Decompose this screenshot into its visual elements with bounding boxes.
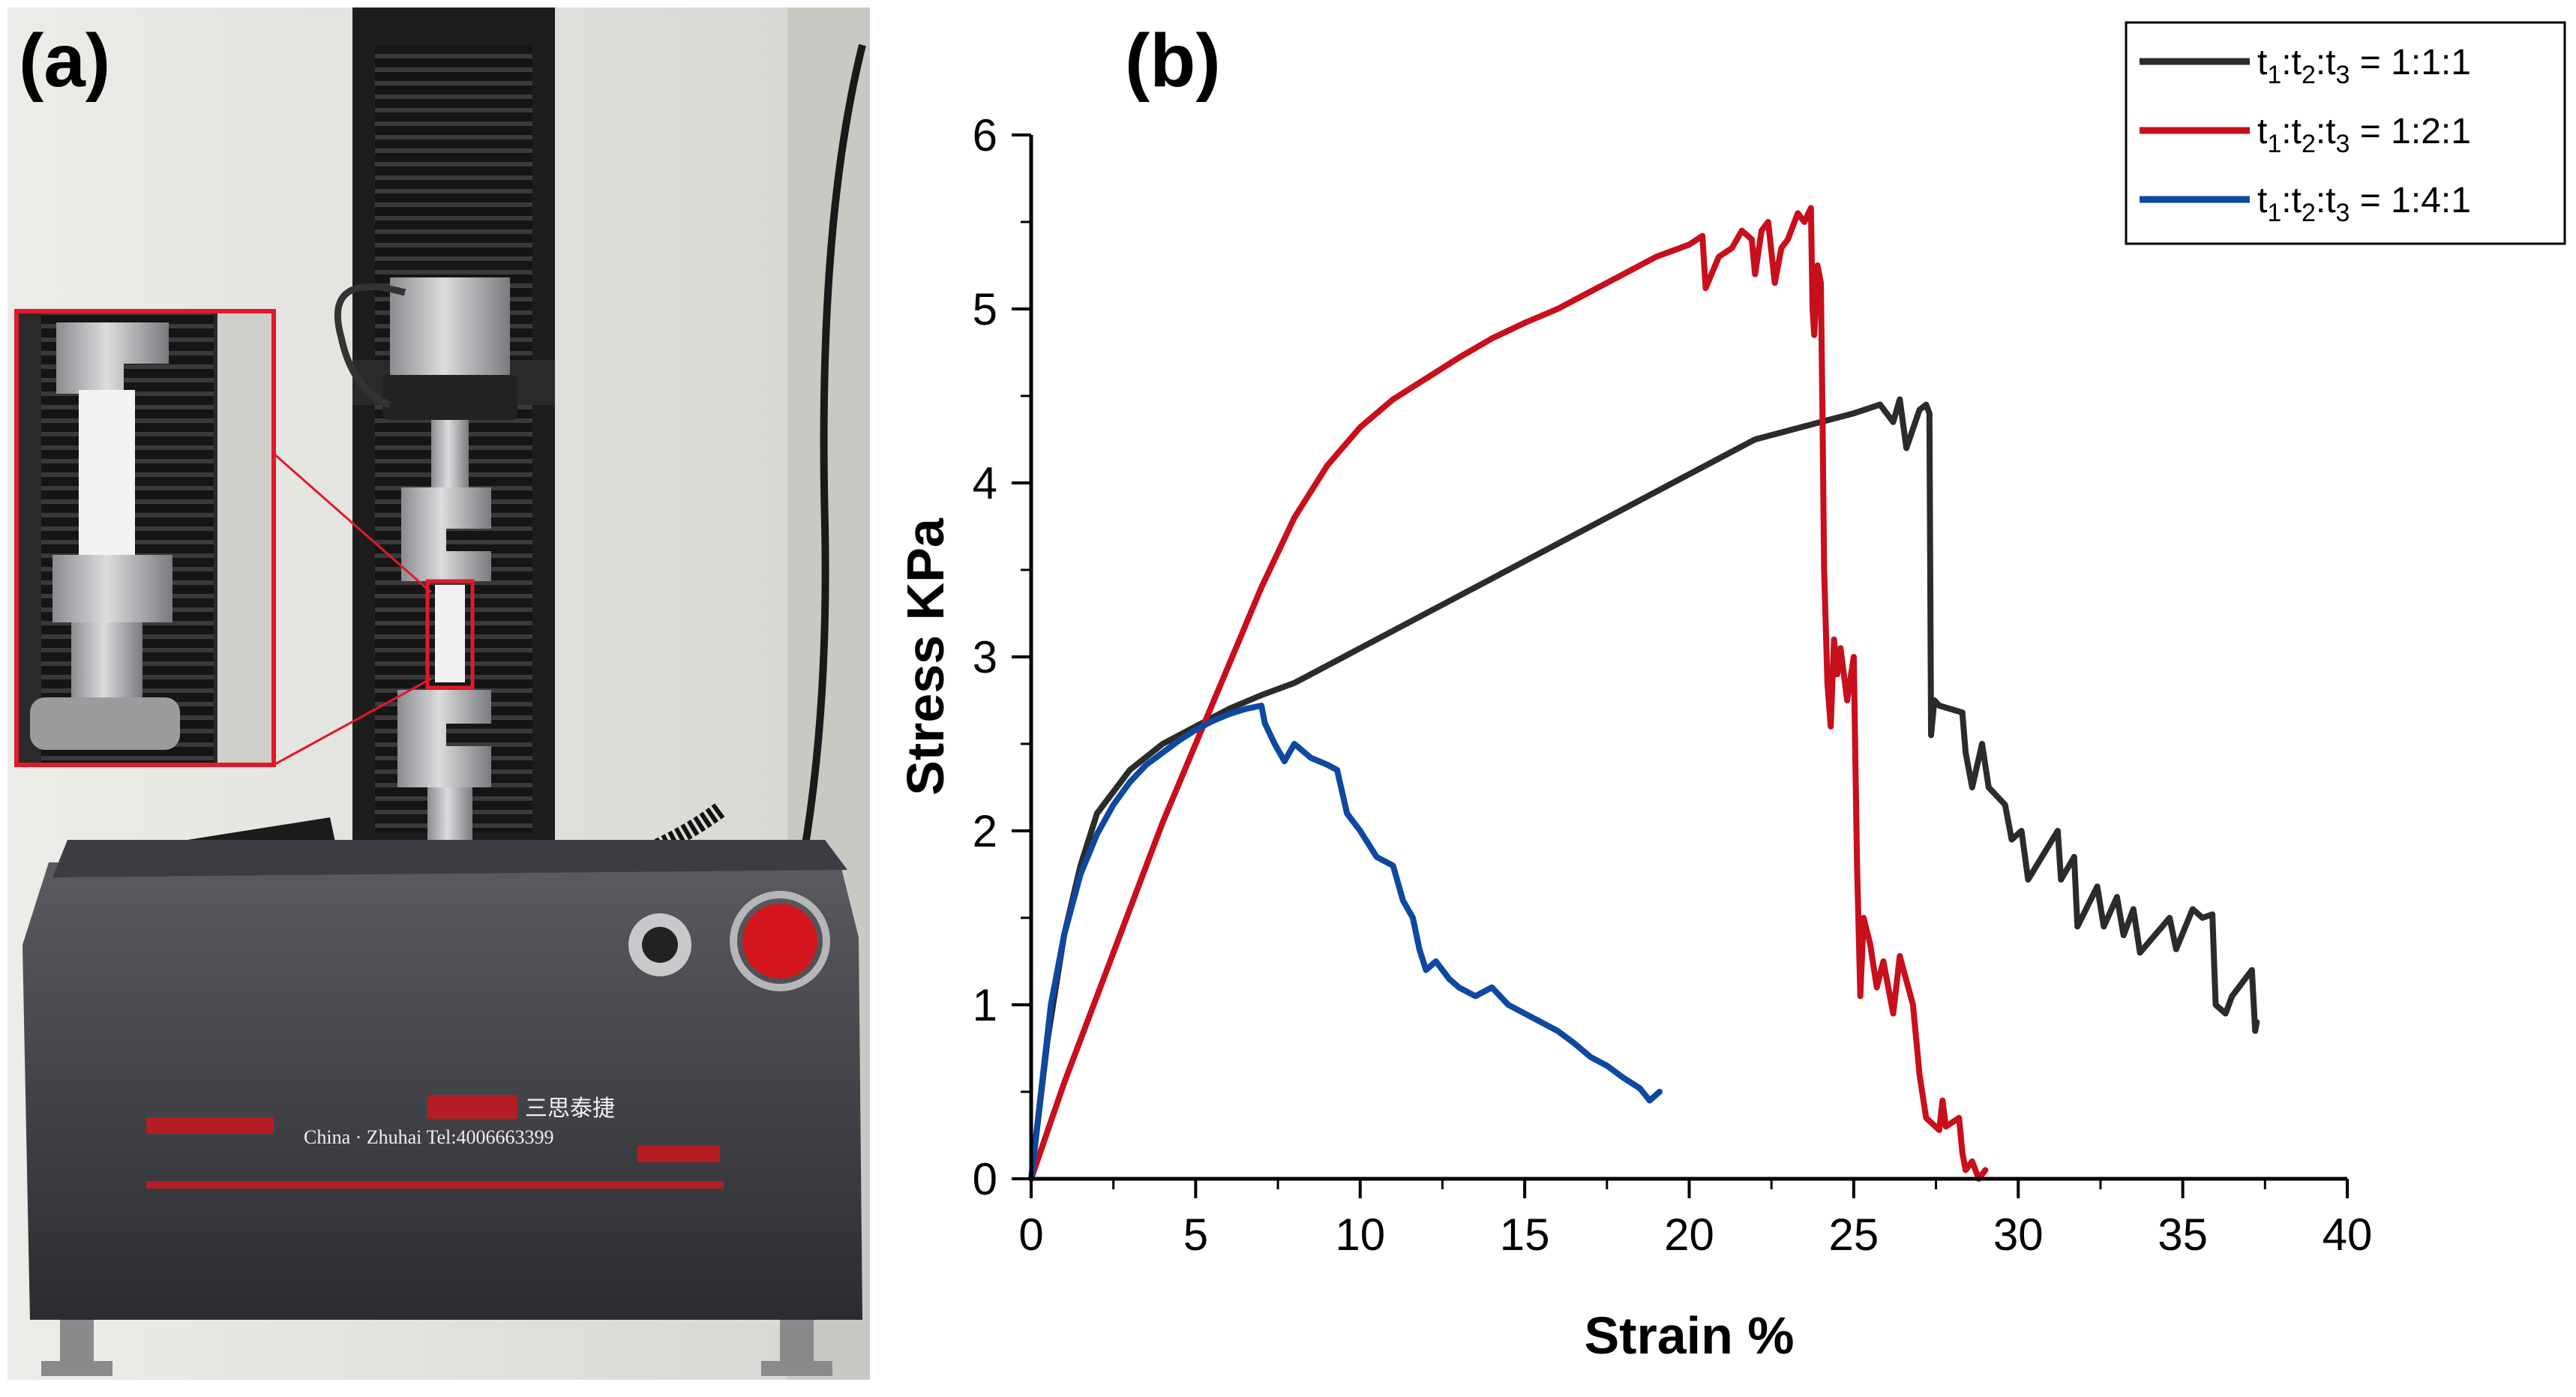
legend-label-2: t1:t2:t3 = 1:2:1 [2257, 112, 2471, 158]
foot-right [761, 1320, 832, 1376]
red-underline [146, 1181, 724, 1189]
red-stripe-right [637, 1146, 720, 1162]
zoom-inset [14, 309, 276, 767]
y-ticks: 0 1 2 3 4 5 6 [973, 110, 1031, 1204]
panel-a-label: (a) [19, 19, 110, 103]
mode-knob-center [642, 927, 678, 963]
x-tick-label: 15 [1500, 1210, 1550, 1260]
series-line-2 [1028, 205, 1989, 1182]
y-tick-label: 6 [973, 110, 997, 160]
x-tick-label: 25 [1829, 1210, 1879, 1260]
brand-text: 三思泰捷 [525, 1096, 615, 1122]
legend: t1:t2:t3 = 1:1:1 t1:t2:t3 = 1:2:1 t1:t2:t3… [2125, 21, 2566, 245]
location-text: China · Zhuhai Tel:4006663399 [304, 1126, 554, 1148]
x-axis-title: Strain % [1584, 1306, 1794, 1365]
series-line-1 [1028, 396, 2260, 1182]
x-tick-label: 0 [1018, 1210, 1043, 1260]
power-cable [799, 43, 866, 863]
upper-grip [401, 487, 491, 581]
x-tick-label: 35 [2158, 1210, 2208, 1260]
x-tick-label: 40 [2323, 1210, 2373, 1260]
foot-left [41, 1320, 112, 1376]
x-tick-label: 30 [1993, 1210, 2044, 1260]
x-tick-label: 10 [1335, 1210, 1385, 1260]
sensor-cable [334, 283, 406, 409]
specimen [435, 585, 465, 682]
y-tick-label: 4 [973, 458, 997, 508]
specimen-highlight-box [425, 579, 475, 690]
emergency-stop-button [742, 904, 817, 979]
load-cell-collar [382, 375, 517, 420]
zoom-line-top [273, 452, 432, 594]
series-layer [1028, 205, 2260, 1182]
x-tick-label: 5 [1183, 1210, 1208, 1260]
y-tick-label: 1 [973, 980, 997, 1030]
y-tick-label: 0 [973, 1154, 997, 1204]
machine-top [52, 840, 847, 877]
brand-badge [427, 1095, 517, 1119]
y-tick-label: 2 [973, 806, 997, 856]
legend-label-3: t1:t2:t3 = 1:4:1 [2257, 181, 2471, 227]
y-axis-title: Stress KPa [896, 517, 955, 796]
y-tick-label: 3 [973, 632, 997, 682]
y-tick-label: 5 [973, 284, 997, 334]
zoom-line-bottom [273, 677, 432, 766]
chart-panel: (b) 0 5 10 15 20 25 30 35 40 0 1 2 3 4 5 6 Strain % St… [896, 19, 2566, 1365]
upper-rod [431, 420, 469, 487]
machine-base [22, 862, 862, 1320]
load-cell [390, 277, 510, 379]
x-tick-label: 20 [1664, 1210, 1714, 1260]
axes: 0 5 10 15 20 25 30 35 40 0 1 2 3 4 5 6 Strain % Stress… [896, 110, 2372, 1365]
emergency-stop-ring [730, 891, 830, 991]
legend-label-1: t1:t2:t3 = 1:1:1 [2257, 43, 2471, 89]
lower-grip [397, 690, 491, 787]
x-ticks: 0 5 10 15 20 25 30 35 40 [1018, 1179, 2372, 1260]
series-line-3 [1028, 703, 1663, 1182]
panel-b-label: (b) [1125, 19, 1221, 103]
lower-rod [427, 787, 472, 847]
red-stripe-left [146, 1117, 274, 1134]
photo-panel: 三思泰捷 China · Zhuhai Tel:4006663399 (a) [7, 7, 870, 1380]
